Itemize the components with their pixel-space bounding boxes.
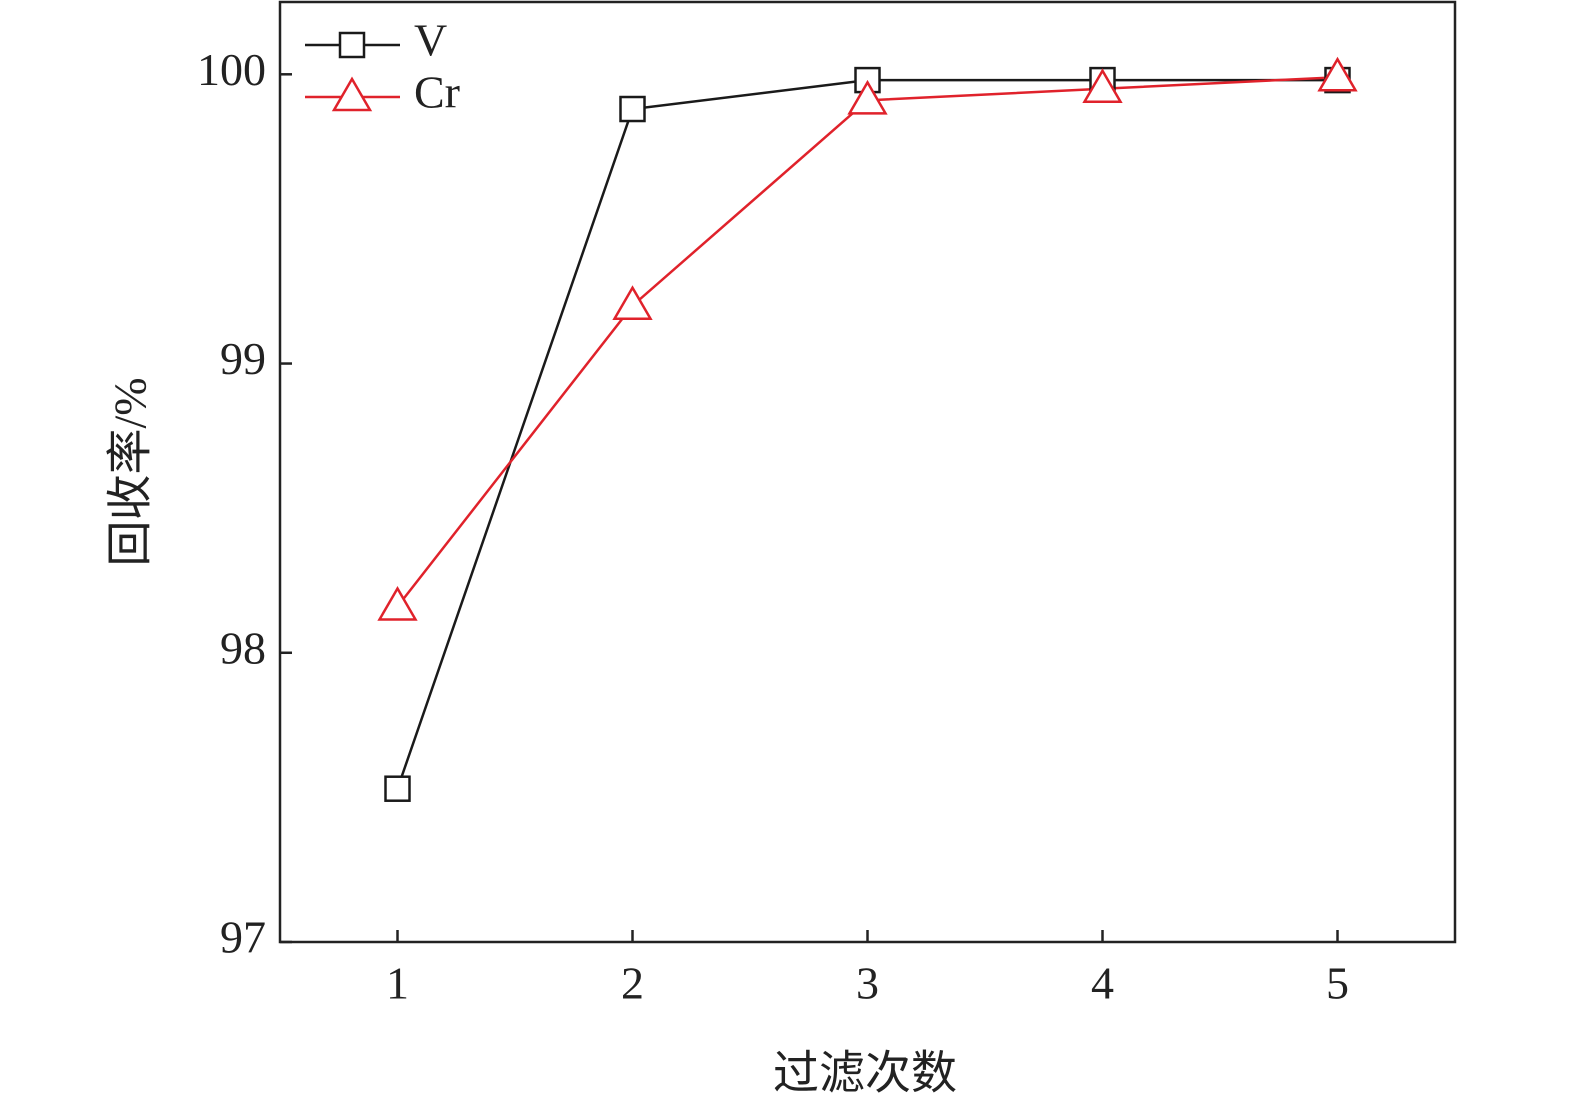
- x-tick-label: 3: [856, 958, 879, 1009]
- legend-label: V: [414, 15, 447, 66]
- legend-marker: [331, 76, 373, 112]
- data-point: [384, 775, 411, 802]
- y-tick-label: 100: [197, 44, 266, 95]
- data-point: [847, 79, 888, 115]
- series-line: [396, 75, 1338, 608]
- data-point: [612, 285, 653, 320]
- x-tick-label: 1: [386, 958, 409, 1009]
- y-tick-label: 99: [220, 333, 266, 384]
- data-point: [1317, 56, 1358, 92]
- plot-frame: [278, 0, 1457, 944]
- y-tick-label: 98: [220, 622, 266, 673]
- x-tick-label: 2: [621, 958, 644, 1009]
- data-point: [619, 95, 646, 123]
- legend-marker: [338, 31, 366, 59]
- x-axis-label: 过滤次数: [773, 1048, 957, 1099]
- data-point: [377, 586, 418, 621]
- x-tick-label: 4: [1091, 958, 1114, 1009]
- data-point: [1082, 68, 1123, 104]
- y-tick-label: 97: [220, 912, 266, 963]
- y-axis-label: 回收率/%: [105, 377, 156, 566]
- legend-label: Cr: [414, 67, 460, 118]
- x-tick-label: 5: [1326, 958, 1349, 1009]
- series-line: [396, 78, 1338, 790]
